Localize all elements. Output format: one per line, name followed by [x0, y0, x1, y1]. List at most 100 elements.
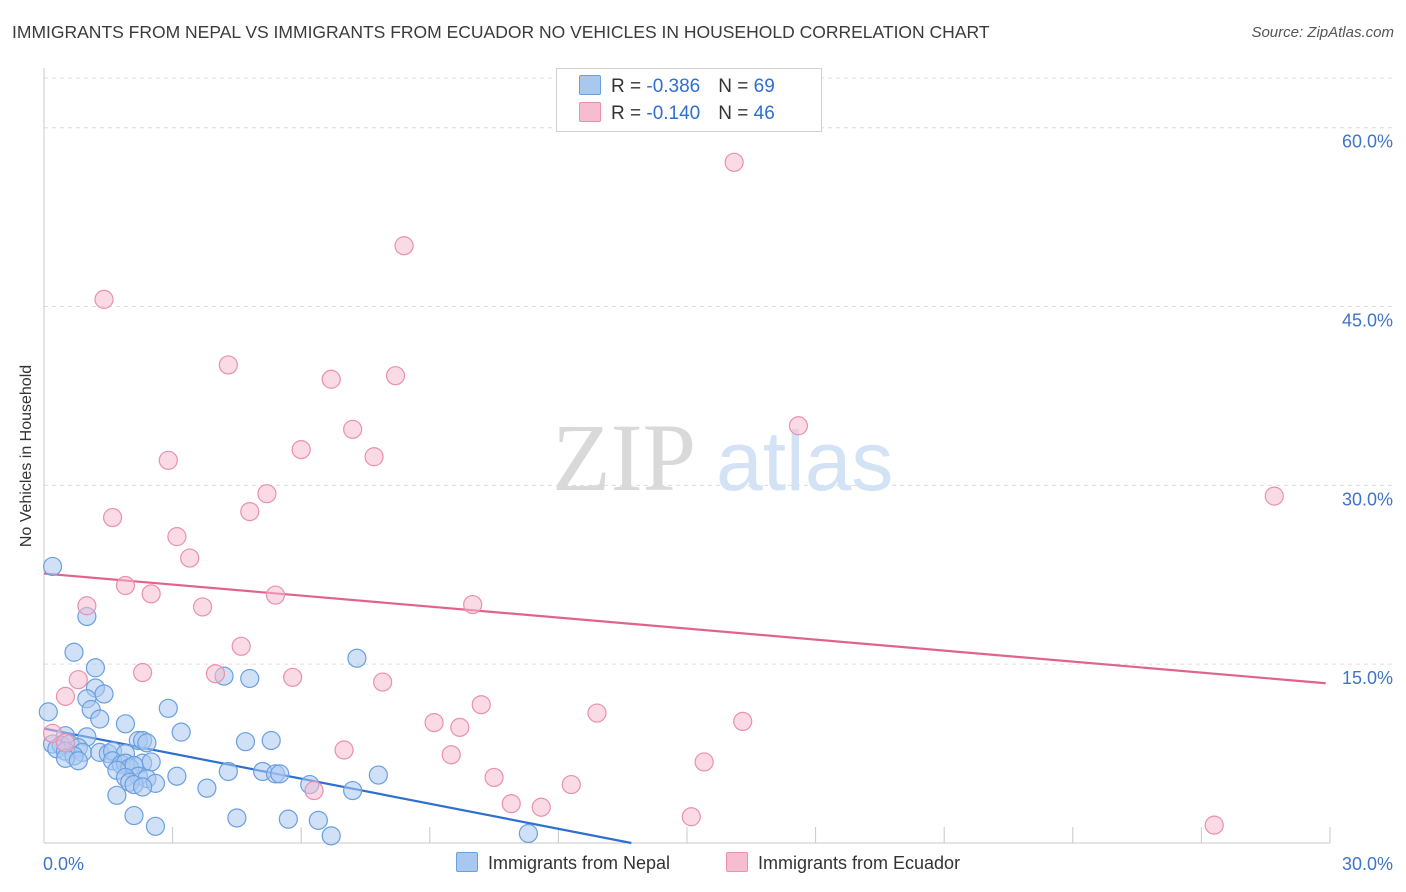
point-ecuador: [484, 767, 504, 788]
point-ecuador: [167, 527, 187, 547]
point-ecuador: [463, 594, 483, 615]
bottom-legend-nepal: Immigrants from Nepal: [456, 852, 670, 874]
bottom-legend-ecuador: Immigrants from Ecuador: [726, 852, 960, 874]
point-nepal: [235, 732, 256, 752]
point-ecuador: [231, 636, 251, 656]
point-ecuador: [193, 597, 213, 617]
legend-swatch-nepal: [579, 75, 601, 95]
point-nepal: [38, 702, 58, 722]
point-ecuador: [587, 703, 607, 723]
point-nepal: [518, 823, 538, 844]
point-nepal: [90, 709, 110, 729]
bottom-legend-label-nepal: Immigrants from Nepal: [488, 853, 671, 873]
x-tick-label: 0.0%: [43, 854, 84, 874]
point-nepal: [321, 826, 341, 846]
point-ecuador: [394, 236, 414, 256]
point-ecuador: [77, 596, 97, 616]
y-tick-label: 60.0%: [1342, 132, 1393, 152]
legend-r-label: R =: [611, 76, 647, 97]
point-ecuador: [334, 740, 354, 760]
point-ecuador: [321, 369, 341, 389]
point-ecuador: [1204, 815, 1224, 835]
point-ecuador: [681, 807, 701, 827]
point-nepal: [115, 714, 136, 734]
point-nepal: [197, 778, 217, 798]
legend-r-value: -0.140: [646, 103, 701, 124]
point-ecuador: [501, 794, 521, 814]
point-nepal: [368, 765, 388, 785]
point-nepal: [347, 648, 367, 668]
point-ecuador: [141, 584, 161, 604]
point-nepal: [343, 780, 363, 801]
grid-layer: [44, 77, 1395, 665]
point-ecuador: [115, 575, 136, 596]
point-ecuador: [450, 717, 470, 737]
point-nepal: [308, 810, 328, 830]
point-ecuador: [373, 672, 393, 692]
point-ecuador: [364, 447, 384, 467]
point-ecuador: [240, 501, 260, 522]
point-ecuador: [94, 289, 114, 309]
legend-n-label: N =: [718, 76, 754, 97]
point-ecuador: [55, 686, 76, 706]
point-ecuador: [471, 695, 491, 715]
legend-r-value: -0.386: [646, 76, 701, 97]
point-nepal: [137, 733, 157, 753]
point-ecuador: [441, 745, 461, 765]
bottom-legend-label-ecuador: Immigrants from Ecuador: [758, 853, 961, 873]
point-ecuador: [304, 780, 324, 801]
legend-n-value: 46: [753, 103, 775, 124]
legend-n-label: N =: [718, 103, 754, 124]
point-ecuador: [724, 152, 744, 172]
point-ecuador: [733, 711, 753, 732]
point-ecuador: [132, 662, 153, 683]
y-tick-label: 30.0%: [1342, 489, 1393, 509]
x-tick-label: 30.0%: [1342, 854, 1393, 874]
point-nepal: [167, 766, 187, 786]
bottom-legend-swatch-nepal: [456, 852, 478, 872]
bottom-legend-swatch-ecuador: [726, 852, 748, 872]
point-ecuador: [343, 419, 363, 439]
point-nepal: [107, 785, 127, 805]
point-nepal: [227, 808, 247, 828]
y-tick-label: 15.0%: [1342, 668, 1393, 688]
point-ecuador: [788, 416, 809, 436]
legend-row-ecuador: R = -0.140 N = 46: [579, 102, 775, 126]
point-nepal: [278, 809, 298, 829]
point-ecuador: [55, 733, 76, 753]
point-ecuador: [283, 667, 303, 687]
points-layer: [38, 152, 1284, 846]
point-nepal: [42, 556, 63, 577]
point-ecuador: [68, 670, 88, 690]
point-ecuador: [1264, 486, 1284, 506]
trend-layer: [43, 572, 1326, 845]
point-nepal: [145, 816, 166, 836]
chart-title: IMMIGRANTS FROM NEPAL VS IMMIGRANTS FROM…: [12, 22, 990, 42]
y-tick-label: 45.0%: [1342, 311, 1393, 331]
point-nepal: [218, 761, 238, 782]
point-ecuador: [180, 548, 200, 568]
legend-swatch-ecuador: [579, 102, 601, 122]
point-nepal: [141, 752, 161, 772]
point-nepal: [124, 805, 144, 826]
point-ecuador: [694, 752, 714, 772]
watermark-zip: ZIP: [552, 404, 696, 511]
legend-n-value: 69: [753, 76, 775, 97]
point-ecuador: [561, 774, 581, 795]
point-nepal: [85, 658, 106, 678]
point-ecuador: [158, 450, 178, 470]
point-ecuador: [102, 507, 123, 528]
point-ecuador: [42, 723, 63, 743]
point-ecuador: [424, 712, 444, 733]
trendline-ecuador: [43, 572, 1326, 685]
point-nepal: [132, 777, 153, 797]
point-ecuador: [385, 366, 406, 386]
point-nepal: [261, 730, 281, 751]
point-nepal: [68, 751, 88, 771]
point-nepal: [64, 642, 84, 662]
point-ecuador: [291, 439, 311, 460]
legend-row-nepal: R = -0.386 N = 69: [579, 75, 775, 99]
point-ecuador: [531, 797, 551, 817]
stats-legend: R = -0.386 N = 69 R = -0.140 N = 46: [556, 68, 822, 132]
point-nepal: [158, 698, 178, 718]
